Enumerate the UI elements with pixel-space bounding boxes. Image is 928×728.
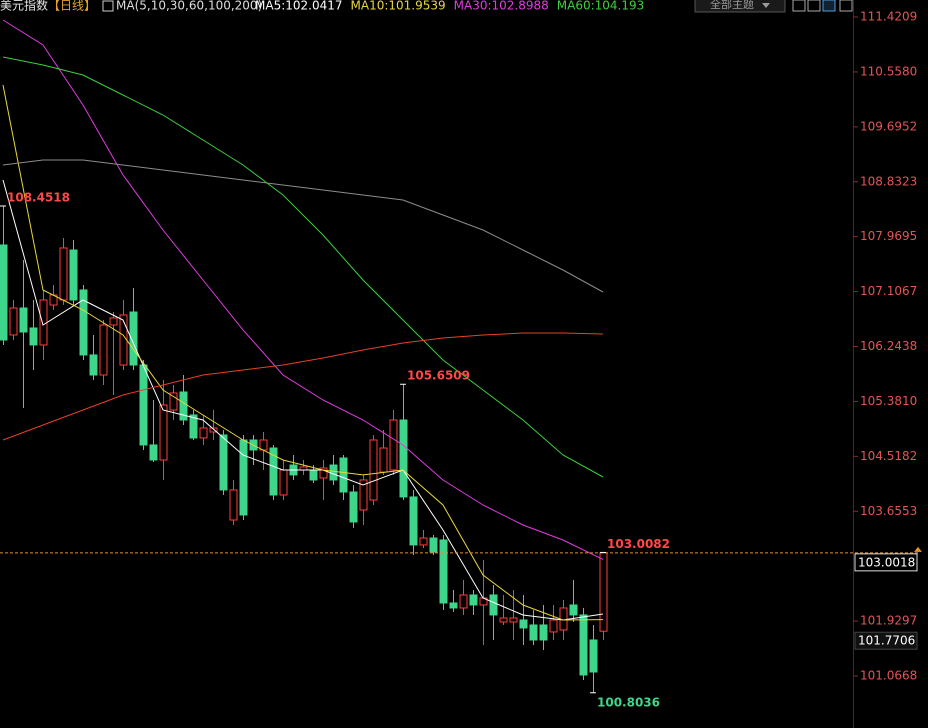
candle-body (229, 489, 238, 521)
legend-entry: MA10:101.9539 (351, 0, 446, 13)
tool-icon[interactable] (822, 0, 836, 12)
candle-body (409, 496, 418, 546)
y-tick-label: 104.5182 (860, 449, 917, 463)
candle-body (149, 444, 158, 461)
candle-body (309, 469, 318, 481)
last-price-label: 103.0018 (858, 555, 915, 569)
candle-body (439, 539, 448, 604)
candle-body (129, 311, 138, 366)
candle-body (239, 439, 248, 516)
candle-body (529, 624, 538, 641)
callout-label: 100.8036 (597, 695, 660, 709)
ma-line (2, 56, 604, 478)
candle-body (0, 244, 8, 341)
y-tick-label: 109.6952 (860, 119, 917, 133)
candle-body (349, 491, 358, 523)
candle-body (19, 307, 28, 333)
candle-body (549, 619, 558, 633)
dropdown-arrow (762, 3, 770, 8)
y-tick-label: 107.9695 (860, 229, 917, 243)
chart-title: 美元指数 (0, 0, 48, 13)
candle-body (569, 604, 578, 616)
candle-body (29, 327, 38, 346)
ma-line (2, 332, 604, 441)
open-price-label: 101.7706 (858, 634, 915, 648)
y-tick-label: 101.9297 (860, 614, 917, 628)
toolbar: 全部主题 (694, 0, 853, 13)
plot-area: 111.4209 110.5580 109.6952 108.8323 107.9695… (0, 10, 918, 709)
callout-label: 103.0082 (607, 537, 670, 551)
ma-line (2, 84, 604, 621)
callout-label: 105.6509 (407, 369, 470, 383)
y-tick-label: 101.0668 (860, 669, 917, 683)
candle-body (209, 427, 218, 433)
legend-entry: MA60:104.193 (557, 0, 645, 13)
legend-entry: MA5:102.0417 (255, 0, 343, 13)
tool-icon[interactable] (792, 0, 806, 12)
y-tick-label: 107.1067 (860, 284, 917, 298)
candle-body (499, 617, 508, 623)
y-tick-label: 111.4209 (860, 10, 917, 24)
ma-line (2, 19, 604, 560)
candle-body (379, 447, 388, 473)
y-tick-label: 110.5580 (860, 64, 917, 78)
ma-line (2, 179, 604, 621)
candle-body (339, 457, 348, 493)
candle-body (419, 537, 428, 546)
indicator-label: MA(5,10,30,60,100,200) (116, 0, 262, 13)
candle-body (39, 299, 48, 346)
y-tick-label: 103.6553 (860, 504, 917, 518)
candle-body (89, 354, 98, 376)
candle-body (459, 594, 468, 609)
candle-body (519, 619, 528, 629)
price-arrow (914, 546, 922, 552)
candle-body (189, 414, 198, 439)
header: 美元指数 【日线】 MA(5,10,30,60,100,200) (0, 0, 262, 13)
ma-line (2, 159, 604, 293)
candle-body (399, 419, 408, 498)
candle-body (319, 467, 328, 479)
y-tick-label: 106.2438 (860, 339, 917, 353)
y-tick-label: 108.8323 (860, 174, 917, 188)
candle-body (429, 537, 438, 553)
candle-body (579, 614, 588, 676)
candle-body (199, 427, 208, 439)
candle-body (99, 324, 108, 376)
candle-body (79, 289, 88, 356)
candle-body (159, 404, 168, 461)
candle-body (359, 479, 368, 511)
period-label: 【日线】 (48, 0, 96, 13)
tool-icon[interactable] (807, 0, 821, 12)
theme-button-label: 全部主题 (710, 0, 754, 11)
candle-body (119, 314, 128, 366)
candle-body (539, 624, 548, 641)
candle-body (389, 419, 398, 471)
legend-entry: MA30:102.8988 (454, 0, 549, 13)
candle-body (279, 469, 288, 496)
candle-body (69, 249, 78, 301)
candle-body (449, 602, 458, 609)
candle-body (269, 447, 278, 496)
candle-body (589, 639, 598, 673)
candle-body (509, 617, 518, 623)
candle-body (139, 364, 148, 446)
candle-body (169, 392, 178, 411)
candle-body (369, 439, 378, 501)
y-tick-label: 105.3810 (860, 394, 917, 408)
candle-body (489, 594, 498, 616)
last-price-box (854, 553, 918, 572)
candle-body (59, 247, 68, 301)
candle-body (9, 307, 18, 336)
candle-body (179, 391, 188, 421)
candle-body (219, 434, 228, 491)
candle-body (469, 594, 478, 606)
indicator-icon[interactable] (102, 0, 114, 12)
callout-label: 108.4518 (7, 190, 70, 204)
open-price-box (854, 631, 918, 650)
tool-icon[interactable] (839, 0, 853, 12)
candle-body (109, 317, 118, 326)
